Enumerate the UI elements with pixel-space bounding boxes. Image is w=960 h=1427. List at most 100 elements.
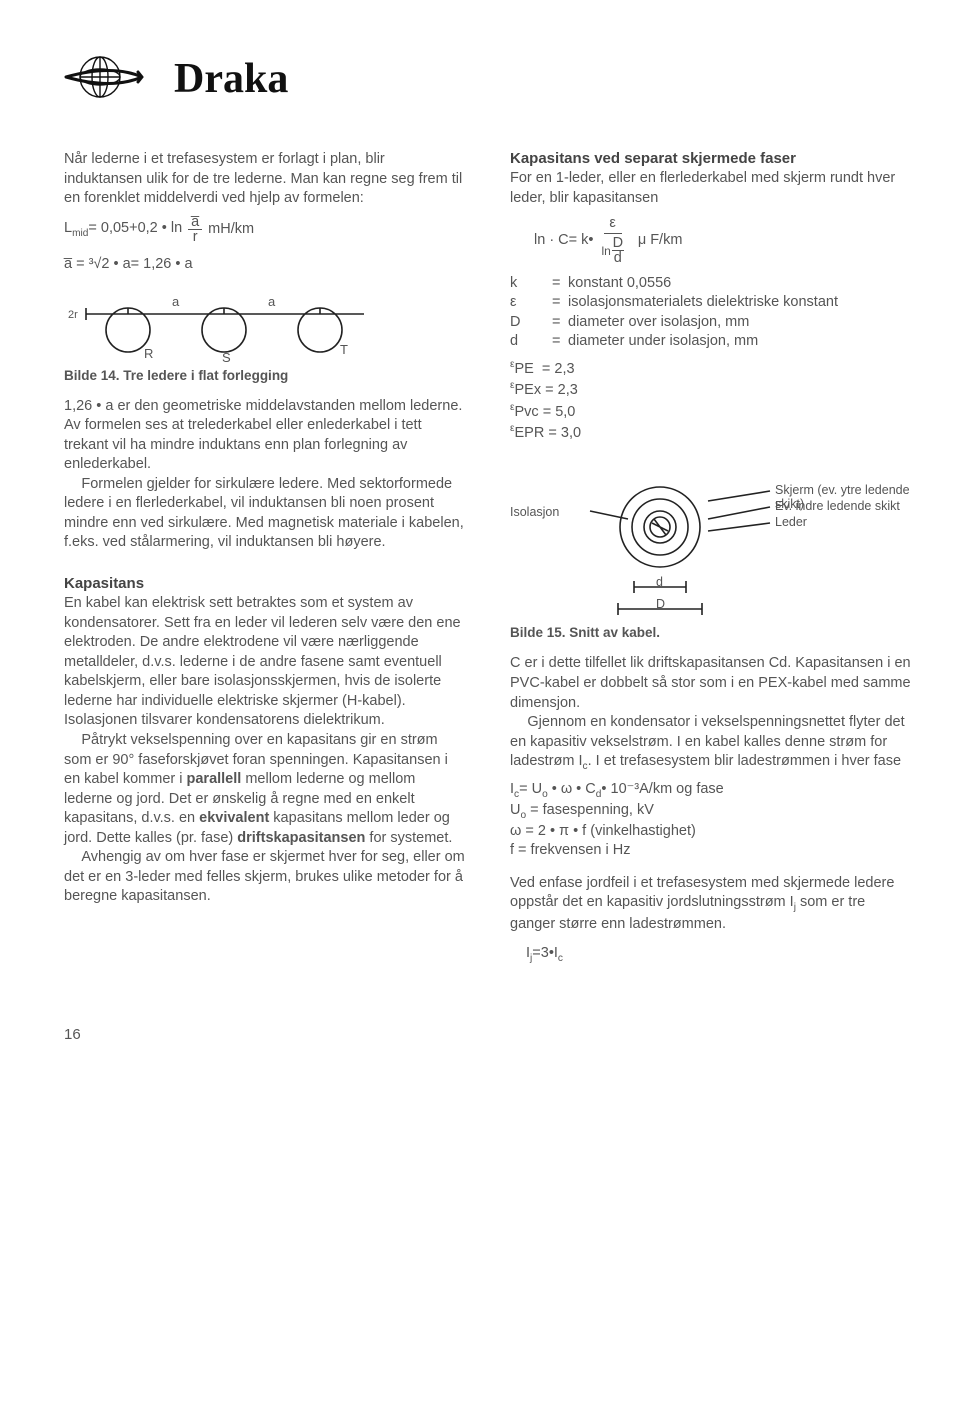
p-sep-intro: For en 1-leder, eller en flerlederkabel …	[510, 169, 912, 208]
definitions: k=konstant 0,0556 ε=isolasjonsmaterialet…	[510, 274, 912, 352]
fig14-2r: 2r	[68, 309, 78, 321]
def-row: ε=isolasjonsmaterialets dielektriske kon…	[510, 293, 912, 313]
globe-arrow-icon	[64, 52, 156, 106]
def-row: d=diameter under isolasjon, mm	[510, 332, 912, 352]
eps-row: εEPR = 3,0	[510, 422, 912, 443]
eps-key: PEx	[515, 382, 542, 398]
formula-lmid: Lmid= 0,05+0,2 • ln a̅ r mH/km	[64, 215, 466, 245]
page-number: 16	[64, 1026, 912, 1043]
text-span: for systemet.	[365, 830, 452, 846]
frac-bot: r	[193, 230, 198, 245]
p-lade: Gjennom en kondensator i vekselspennings…	[510, 713, 912, 774]
text-bold: parallell	[187, 771, 242, 787]
formula-text: • a= 1,26 • a	[109, 256, 192, 272]
left-column: Når lederne i et trefasesystem er forlag…	[64, 150, 466, 966]
def-eq: =	[552, 313, 568, 333]
text-bold: driftskapasitansen	[237, 830, 365, 846]
eps-val: 2,3	[554, 361, 574, 377]
formula-line: Ic= Uo • ω • Cd• 10⁻³A/km og fase	[510, 780, 912, 801]
p-kap2: Påtrykt vekselspenning over en kapasitan…	[64, 731, 466, 848]
heading-kapasitans: Kapasitans	[64, 575, 466, 592]
formula-c: ln · C= k• ε ln D d μ F/km	[534, 216, 912, 266]
formula-text: Lmid= 0,05+0,2 • ln	[64, 219, 182, 240]
eps-row: εPvc = 5,0	[510, 401, 912, 422]
def-row: D=diameter over isolasjon, mm	[510, 313, 912, 333]
p-kap3: Avhengig av om hver fase er skjermet hve…	[64, 848, 466, 907]
formula-text: ³√2	[89, 256, 110, 272]
brand-header: Draka	[64, 52, 912, 106]
eps-row: εPE = 2,3	[510, 358, 912, 379]
def-eq: =	[552, 274, 568, 294]
formula-line: Uo = fasespenning, kV	[510, 801, 912, 822]
formula-text: =3•I	[532, 945, 558, 961]
frac-top: a̅	[191, 215, 199, 230]
fig15-label-iso: Isolasjon	[510, 505, 559, 519]
def-row: k=konstant 0,0556	[510, 274, 912, 294]
def-val: konstant 0,0556	[568, 274, 912, 294]
figure-14: 2r a a R S T	[64, 284, 384, 364]
formula-line: ω = 2 • π • f (vinkelhastighet)	[510, 822, 912, 841]
fig15-label-D: D	[656, 597, 665, 611]
epsilon-list: εPE = 2,3 εPEx = 2,3 εPvc = 5,0 εEPR = 3…	[510, 358, 912, 444]
text-span: . I et trefasesystem blir ladestrømmen i…	[588, 753, 901, 769]
eps-row: εPEx = 2,3	[510, 379, 912, 400]
fraction-icon: ε ln D d	[601, 216, 623, 266]
frac-D: D	[613, 236, 623, 251]
p-intro: Når lederne i et trefasesystem er forlag…	[64, 150, 466, 209]
right-column: Kapasitans ved separat skjermede faser F…	[510, 150, 912, 966]
p-jordfeil: Ved enfase jordfeil i et trefasesystem m…	[510, 874, 912, 935]
eps-key: EPR	[515, 425, 545, 441]
formula-unit: mH/km	[208, 220, 254, 239]
def-val: diameter over isolasjon, mm	[568, 313, 912, 333]
fig14-T: T	[340, 342, 348, 357]
brand-name: Draka	[174, 55, 288, 103]
eps-val: 3,0	[561, 425, 581, 441]
formula-text: = fasespenning, kV	[526, 802, 654, 818]
formula-unit: μ F/km	[638, 231, 683, 250]
def-key: D	[510, 313, 552, 333]
def-val: diameter under isolasjon, mm	[568, 332, 912, 352]
frac-bar	[604, 233, 622, 234]
formula-text: ln · C= k•	[534, 231, 593, 250]
formula-abar: a̅ = ³√2 • a= 1,26 • a	[64, 255, 466, 274]
eps-key: PE	[515, 361, 534, 377]
p-geomean: 1,26 • a er den geometriske middelavstan…	[64, 397, 466, 475]
fraction-icon: a̅ r	[188, 215, 202, 245]
formula-line: f = frekvensen i Hz	[510, 841, 912, 860]
def-key: ε	[510, 293, 552, 313]
heading-separat: Kapasitans ved separat skjermede faser	[510, 150, 912, 167]
fig14-S: S	[222, 350, 231, 364]
fig15-caption: Bilde 15. Snitt av kabel.	[510, 625, 912, 640]
def-eq: =	[552, 293, 568, 313]
text-bold: ekvivalent	[199, 810, 269, 826]
eps-key: Pvc	[515, 403, 539, 419]
formula-text: • 10⁻³A/km og fase	[601, 781, 723, 797]
fig14-a1: a	[172, 294, 180, 309]
p-cd: C er i dette tilfellet lik driftskapasit…	[510, 654, 912, 713]
fig15-label-d: d	[656, 575, 663, 589]
fig15-label-leder: Leder	[775, 515, 807, 529]
fig14-caption: Bilde 14. Tre ledere i flat forlegging	[64, 368, 466, 383]
formula-text: = U	[519, 781, 542, 797]
formula-text: • ω • C	[548, 781, 596, 797]
fig14-R: R	[144, 346, 153, 361]
eps-val: 5,0	[555, 403, 575, 419]
frac-d: d	[614, 251, 622, 266]
formula-text: U	[510, 802, 520, 818]
formula-ic: Ic= Uo • ω • Cd• 10⁻³A/km og fase Uo = f…	[510, 780, 912, 860]
figure-15: Isolasjon Skjerm (ev. ytre ledende skikt…	[510, 471, 912, 621]
p-sector: Formelen gjelder for sirkulære ledere. M…	[64, 475, 466, 553]
def-key: d	[510, 332, 552, 352]
frac-bot: ln D d	[601, 236, 623, 266]
fig14-a2: a	[268, 294, 276, 309]
fig15-label-indre: Ev. indre ledende skikt	[775, 499, 900, 513]
formula-sub: c	[558, 953, 563, 964]
def-val: isolasjonsmaterialets dielektriske konst…	[568, 293, 912, 313]
def-key: k	[510, 274, 552, 294]
def-eq: =	[552, 332, 568, 352]
ln-text: ln	[601, 245, 610, 257]
frac-top: ε	[609, 216, 615, 231]
p-kap1: En kabel kan elektrisk sett betraktes so…	[64, 594, 466, 731]
formula-ij: Ij=3•Ic	[526, 944, 912, 965]
eps-val: 2,3	[558, 382, 578, 398]
